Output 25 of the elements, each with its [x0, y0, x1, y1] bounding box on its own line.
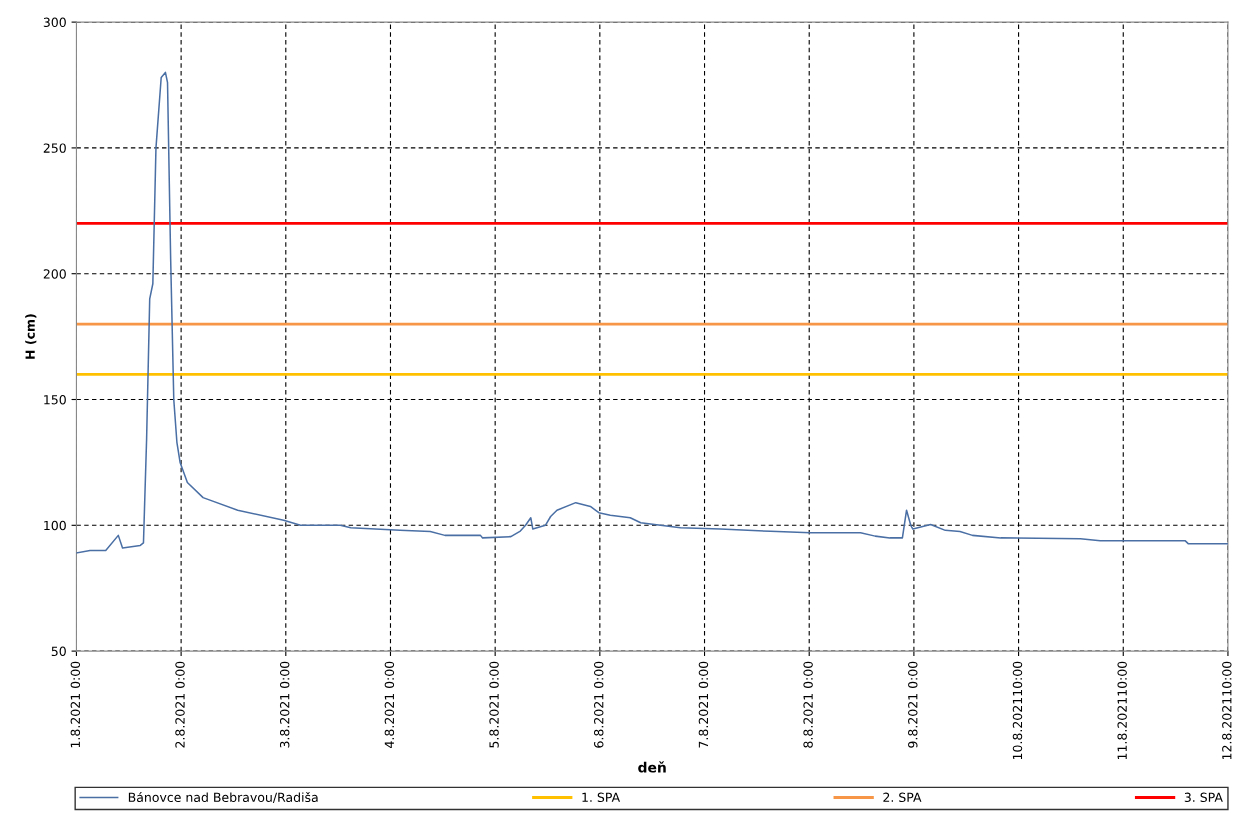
x-tick-label: 12.8.202110:00 [1222, 661, 1232, 760]
y-tick-label: 50 [51, 646, 66, 657]
x-tick-label: 9.8.2021 0:00 [908, 661, 918, 748]
x-tick-label: 7.8.2021 0:00 [698, 661, 709, 748]
y-tick-label: 200 [43, 269, 66, 279]
y-tick-label: 300 [43, 17, 66, 28]
x-tick-label: 11.8.202110:00 [1117, 661, 1127, 760]
x-tick-label: 6.8.2021 0:00 [594, 661, 604, 748]
y-tick-label: 100 [44, 520, 66, 531]
line-series [76, 71, 1228, 554]
legend-label: 3. SPA [1184, 792, 1223, 803]
x-tick-label: 8.8.2021 0:00 [803, 661, 813, 748]
x-axis-title: deň [638, 761, 666, 773]
y-tick-label: 250 [43, 143, 66, 153]
legend-label: 2. SPA [883, 792, 922, 803]
x-tick-label: 10.8.202110:00 [1012, 661, 1023, 760]
x-tick-label: 5.8.2021 0:00 [489, 661, 499, 748]
x-tick-label: 4.8.2021 0:00 [384, 661, 395, 748]
legend-label: Bánovce nad Bebravou/Radiša [128, 791, 318, 804]
y-tick-label: 150 [44, 394, 66, 405]
x-tick-label: 3.8.2021 0:00 [279, 661, 290, 748]
x-tick-label: 2.8.2021 0:00 [175, 661, 185, 748]
y-axis-title: H (cm) [25, 314, 37, 359]
legend-label: 1. SPA [582, 792, 621, 803]
x-tick-label: 1.8.2021 0:00 [70, 661, 81, 748]
